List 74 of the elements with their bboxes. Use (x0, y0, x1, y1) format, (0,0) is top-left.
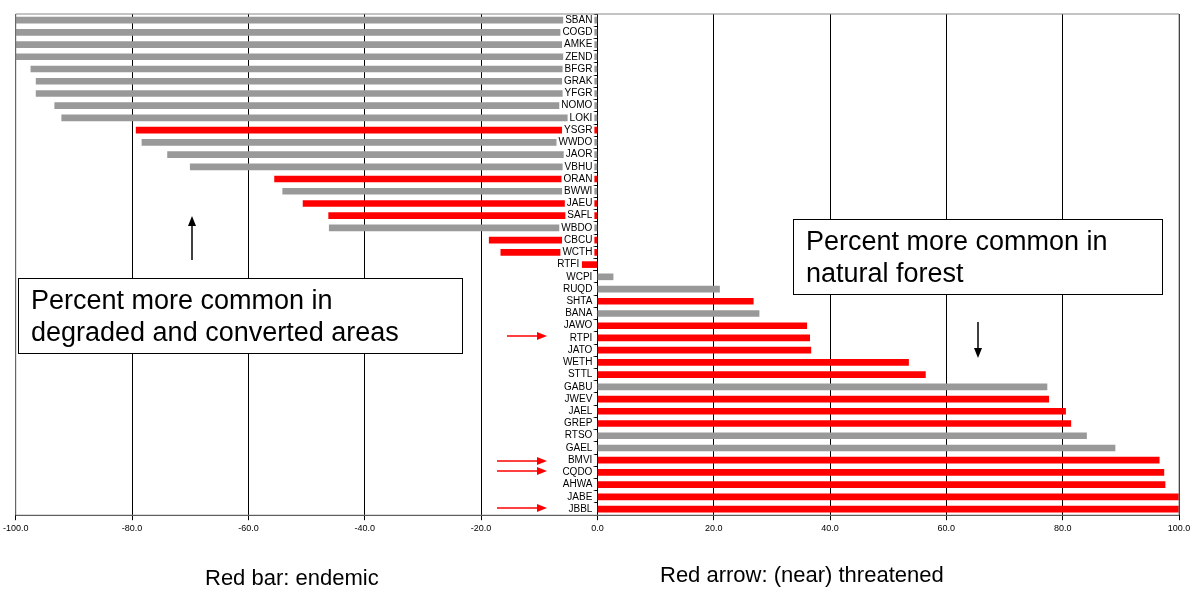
y-tick-label: GABU (564, 380, 593, 392)
x-tick-label: -60.0 (238, 523, 259, 534)
bar (141, 139, 598, 146)
y-tick-label: JABE (567, 490, 593, 502)
y-tick-label: SAFL (567, 209, 593, 221)
y-tick-label: JAEL (568, 405, 593, 417)
bar (167, 151, 598, 158)
y-tick-label: JAOR (565, 148, 593, 160)
annotation: Percent more common in degraded and converted areas (18, 278, 463, 354)
y-tick-label: YSGR (564, 123, 593, 135)
y-tick-label: RUQD (562, 282, 593, 294)
y-tick-label: YFGR (564, 87, 593, 99)
y-tick-label: NOMO (561, 99, 593, 111)
bar (54, 102, 598, 110)
text: Red arrow: (near) threatened (660, 562, 944, 588)
y-tick-label: BWWI (564, 185, 593, 196)
bar (15, 41, 598, 48)
bar (581, 261, 598, 268)
bar (302, 200, 598, 207)
y-tick-label: VBHU (564, 160, 593, 172)
y-tick-label: BANA (565, 307, 593, 319)
bar (597, 285, 720, 293)
y-tick-label: WCTH (562, 246, 593, 258)
x-tick-label: 100.0 (1167, 523, 1191, 534)
bar (328, 212, 598, 220)
x-tick-label: -80.0 (121, 523, 143, 534)
bar (189, 163, 598, 171)
y-tick-label: AHWA (562, 478, 593, 490)
y-tick-label: RTFI (557, 258, 580, 270)
bar (35, 77, 598, 85)
y-tick-label: JAEU (566, 197, 593, 209)
y-tick-label: SHTA (566, 295, 593, 307)
y-tick-label: LOKI (569, 111, 593, 123)
bar (597, 395, 1050, 403)
x-tick-label: -20.0 (470, 523, 492, 534)
bar (597, 444, 1116, 452)
y-tick-label: GRAK (564, 74, 593, 86)
y-tick-label: WWDO (558, 136, 593, 148)
y-tick-label: JBBL (568, 502, 593, 514)
bar (15, 29, 598, 36)
y-tick-label: GAEL (565, 441, 593, 453)
y-tick-label: COGD (562, 26, 593, 38)
x-tick-label: -40.0 (354, 523, 375, 534)
x-tick-label: 20.0 (704, 523, 723, 534)
y-tick-label: CBCU (564, 233, 593, 245)
y-tick-label: JWEV (564, 392, 593, 404)
bar (15, 53, 598, 61)
y-tick-label: BFGR (564, 62, 593, 74)
x-tick-label: 0.0 (591, 523, 604, 534)
annotation: Percent more common in natural forest (793, 219, 1163, 295)
x-tick-label: 60.0 (937, 523, 956, 534)
y-tick-label: RTSO (564, 429, 593, 441)
y-tick-label: ORAN (563, 172, 593, 184)
y-tick-label: STTL (567, 368, 593, 380)
y-tick-label: CQDO (562, 466, 593, 478)
bar (597, 505, 1179, 513)
bar (282, 187, 598, 195)
y-tick-label: ZEND (565, 50, 593, 62)
y-tick-label: AMKE (564, 38, 593, 50)
y-tick-label: BMVI (567, 453, 593, 465)
x-tick-label: 80.0 (1053, 523, 1072, 534)
x-tick-label: 40.0 (821, 523, 839, 534)
y-tick-label: WCPI (566, 270, 593, 282)
y-tick-label: GREP (564, 417, 593, 429)
y-tick-label: JAWO (563, 319, 593, 331)
x-tick-label: -100.0 (2, 523, 29, 534)
bar (597, 334, 810, 342)
y-tick-label: RTPI (569, 331, 593, 343)
y-tick-label: WBDO (561, 221, 593, 233)
y-tick-label: JATO (567, 343, 593, 355)
y-tick-label: WETH (562, 356, 593, 368)
text: Red bar: endemic (205, 565, 379, 591)
y-tick-label: SBAN (565, 13, 593, 25)
bar (35, 90, 598, 97)
